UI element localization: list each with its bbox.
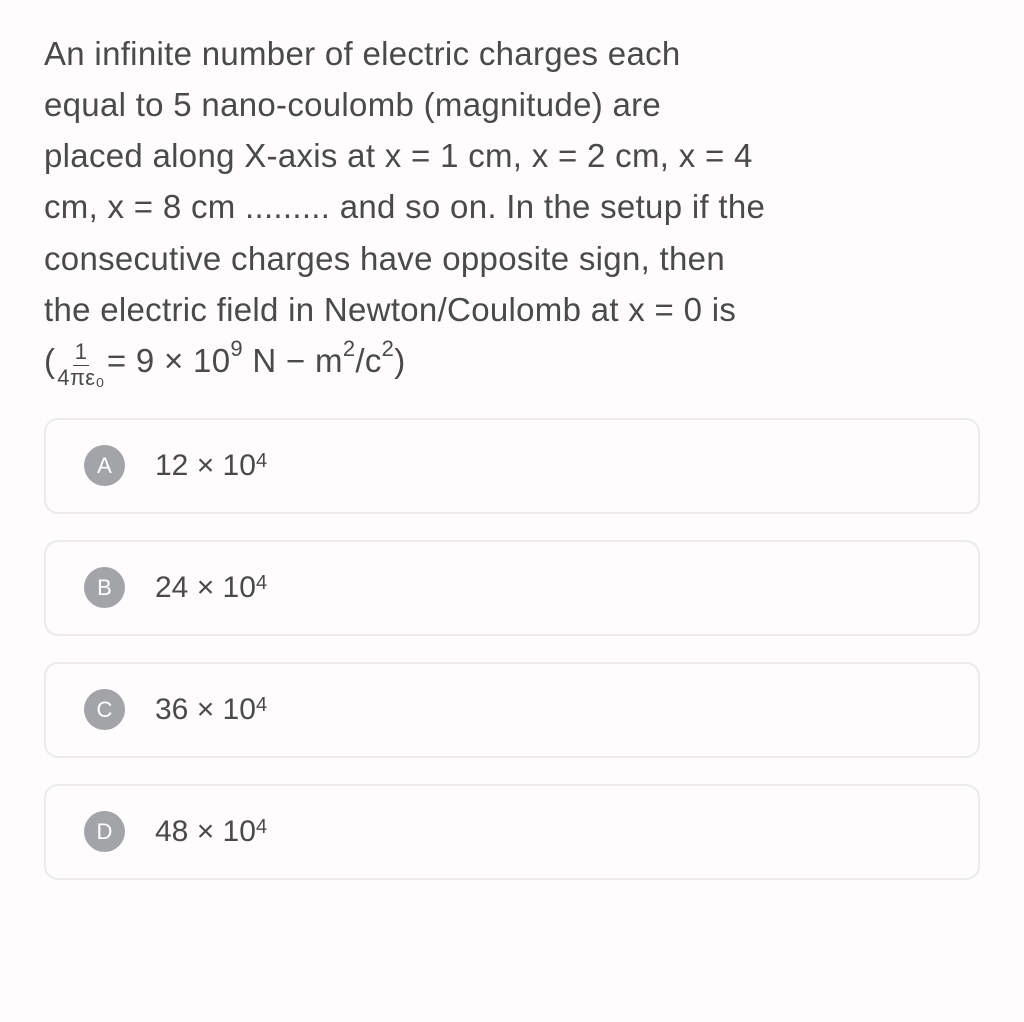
option-letter-b: B bbox=[97, 575, 112, 601]
constant-open: ( bbox=[44, 342, 55, 379]
option-text-a: 12 × 104 bbox=[155, 449, 267, 483]
option-c[interactable]: C 36 × 104 bbox=[44, 662, 980, 758]
options-container: A 12 × 104 B 24 × 104 C 36 × 104 D 48 × … bbox=[44, 418, 980, 880]
option-exp-a: 4 bbox=[256, 450, 267, 473]
question-line-3a: placed along X-axis at bbox=[44, 137, 385, 174]
question-line-5: consecutive charges have opposite sign, … bbox=[44, 240, 725, 277]
constant-exp: 9 bbox=[230, 336, 243, 361]
constant-units: N − m bbox=[243, 342, 343, 379]
question-line-4-dots: ......... bbox=[245, 188, 330, 225]
option-base-c: 36 × 10 bbox=[155, 693, 256, 727]
option-exp-c: 4 bbox=[256, 694, 267, 717]
constant-eq: = 9 × 10 bbox=[107, 342, 231, 379]
option-exp-b: 4 bbox=[256, 572, 267, 595]
option-badge-c: C bbox=[84, 689, 125, 730]
question-line-2: equal to 5 nano-coulomb (magnitude) are bbox=[44, 86, 661, 123]
option-badge-d: D bbox=[84, 811, 125, 852]
option-base-d: 48 × 10 bbox=[155, 815, 256, 849]
option-letter-a: A bbox=[97, 453, 112, 479]
option-text-d: 48 × 104 bbox=[155, 815, 267, 849]
fraction-denominator: 4πε₀ bbox=[55, 366, 107, 390]
fraction-numerator: 1 bbox=[73, 340, 90, 365]
option-badge-b: B bbox=[84, 567, 125, 608]
constant-fraction: 14πε₀ bbox=[55, 340, 107, 389]
constant-slash: /c bbox=[355, 342, 381, 379]
option-a[interactable]: A 12 × 104 bbox=[44, 418, 980, 514]
question-line-4b: and so on. In the setup if the bbox=[330, 188, 765, 225]
option-letter-d: D bbox=[97, 819, 113, 845]
option-base-b: 24 × 10 bbox=[155, 571, 256, 605]
option-letter-c: C bbox=[97, 697, 113, 723]
option-b[interactable]: B 24 × 104 bbox=[44, 540, 980, 636]
option-base-a: 12 × 10 bbox=[155, 449, 256, 483]
option-text-b: 24 × 104 bbox=[155, 571, 267, 605]
question-line-4a: cm, x = 8 cm bbox=[44, 188, 245, 225]
option-exp-d: 4 bbox=[256, 816, 267, 839]
constant-close: ) bbox=[394, 342, 405, 379]
option-badge-a: A bbox=[84, 445, 125, 486]
question-text: An infinite number of electric charges e… bbox=[44, 28, 980, 388]
option-text-c: 36 × 104 bbox=[155, 693, 267, 727]
constant-sup2: 2 bbox=[343, 336, 356, 361]
question-line-1: An infinite number of electric charges e… bbox=[44, 35, 681, 72]
question-line-6: the electric field in Newton/Coulomb at … bbox=[44, 291, 736, 328]
option-d[interactable]: D 48 × 104 bbox=[44, 784, 980, 880]
constant-sup2b: 2 bbox=[382, 336, 395, 361]
question-line-3b: x = 1 cm, x = 2 cm, x = 4 bbox=[385, 137, 753, 174]
